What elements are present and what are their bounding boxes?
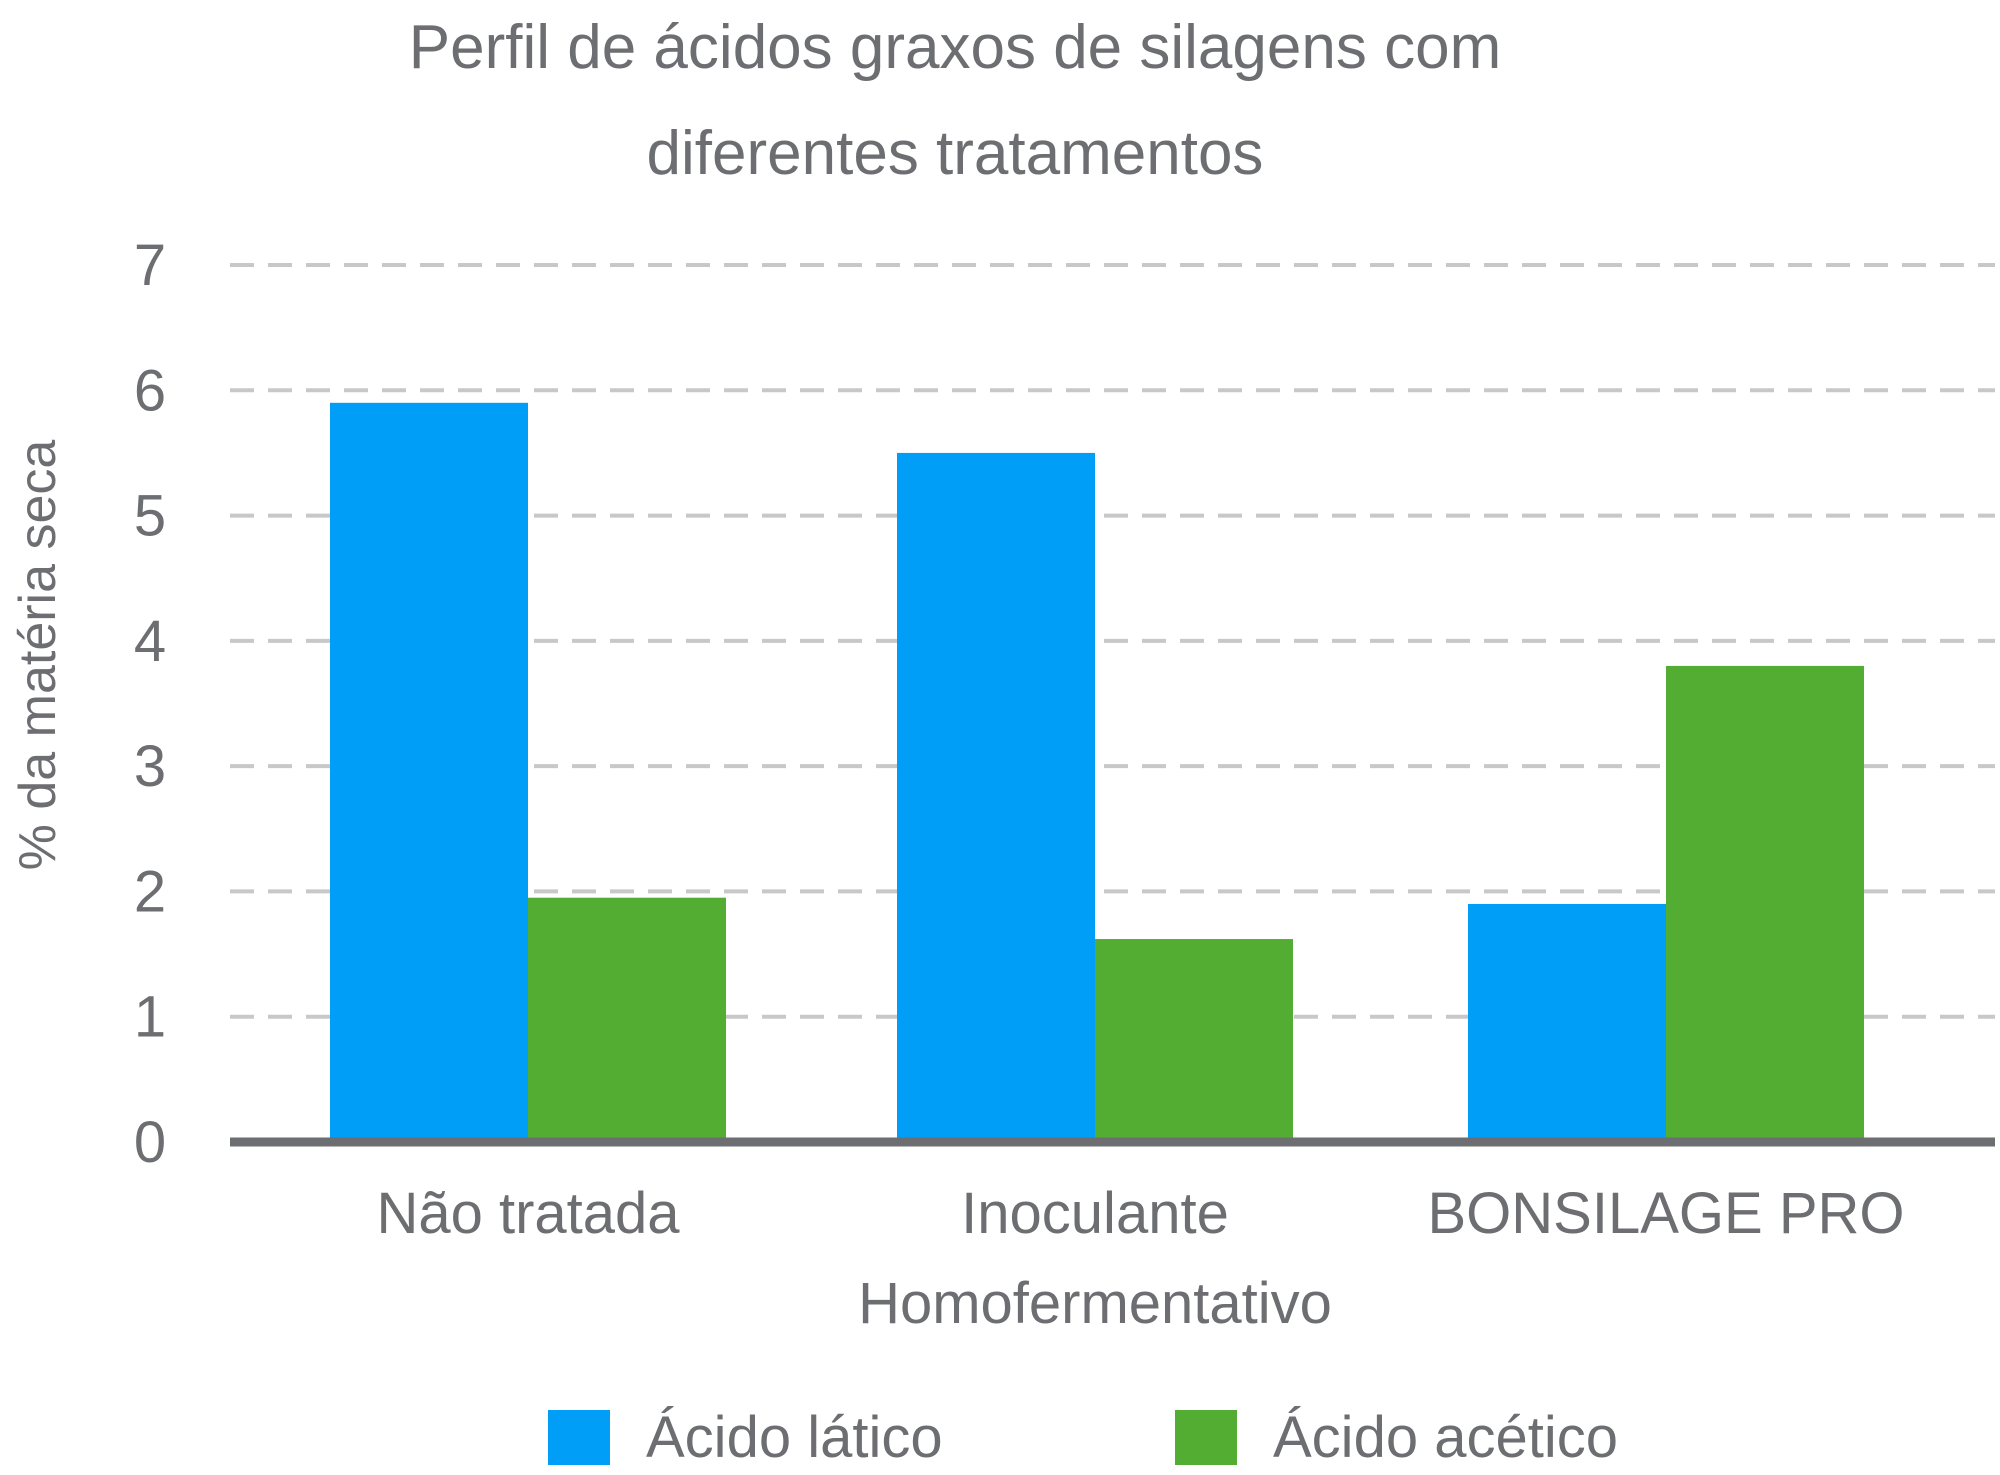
y-axis-ticks: 0 1 2 3 4 5 6 7 bbox=[134, 233, 166, 1175]
bar-acido-latico bbox=[1468, 903, 1666, 1142]
legend-swatch bbox=[548, 1410, 610, 1465]
x-category-label: Inoculante bbox=[961, 1181, 1229, 1246]
legend: Ácido lático Ácido acético bbox=[548, 1405, 1618, 1470]
y-tick-label: 0 bbox=[134, 1110, 166, 1175]
bar-acido-latico bbox=[330, 402, 528, 1142]
y-axis-label: % da matéria seca bbox=[9, 440, 67, 871]
y-tick-label: 3 bbox=[134, 734, 166, 799]
x-category-label: Não tratada bbox=[376, 1181, 680, 1246]
legend-swatch bbox=[1175, 1410, 1237, 1465]
y-tick-label: 4 bbox=[134, 609, 166, 674]
bar-acido-acetico bbox=[1095, 939, 1293, 1142]
legend-label: Ácido lático bbox=[646, 1405, 943, 1470]
x-category-label: Homofermentativo bbox=[858, 1271, 1332, 1336]
chart-title-line: diferentes tratamentos bbox=[647, 119, 1264, 188]
x-category-label: BONSILAGE PRO bbox=[1427, 1181, 1904, 1246]
x-axis-categories: Não tratada Inoculante Homofermentativo BON… bbox=[376, 1181, 1904, 1336]
y-tick-label: 2 bbox=[134, 859, 166, 924]
bar-acido-acetico bbox=[1666, 665, 1864, 1142]
bar-acido-latico bbox=[897, 452, 1095, 1142]
chart-title: Perfil de ácidos graxos de silagens com d… bbox=[409, 13, 1501, 188]
legend-label: Ácido acético bbox=[1273, 1405, 1618, 1470]
bars bbox=[330, 402, 1864, 1142]
y-tick-label: 7 bbox=[134, 233, 166, 298]
y-tick-label: 1 bbox=[134, 985, 166, 1050]
y-tick-label: 5 bbox=[134, 484, 166, 549]
chart-title-line: Perfil de ácidos graxos de silagens com bbox=[409, 13, 1501, 82]
y-tick-label: 6 bbox=[134, 358, 166, 423]
bar-acido-acetico bbox=[528, 897, 726, 1142]
